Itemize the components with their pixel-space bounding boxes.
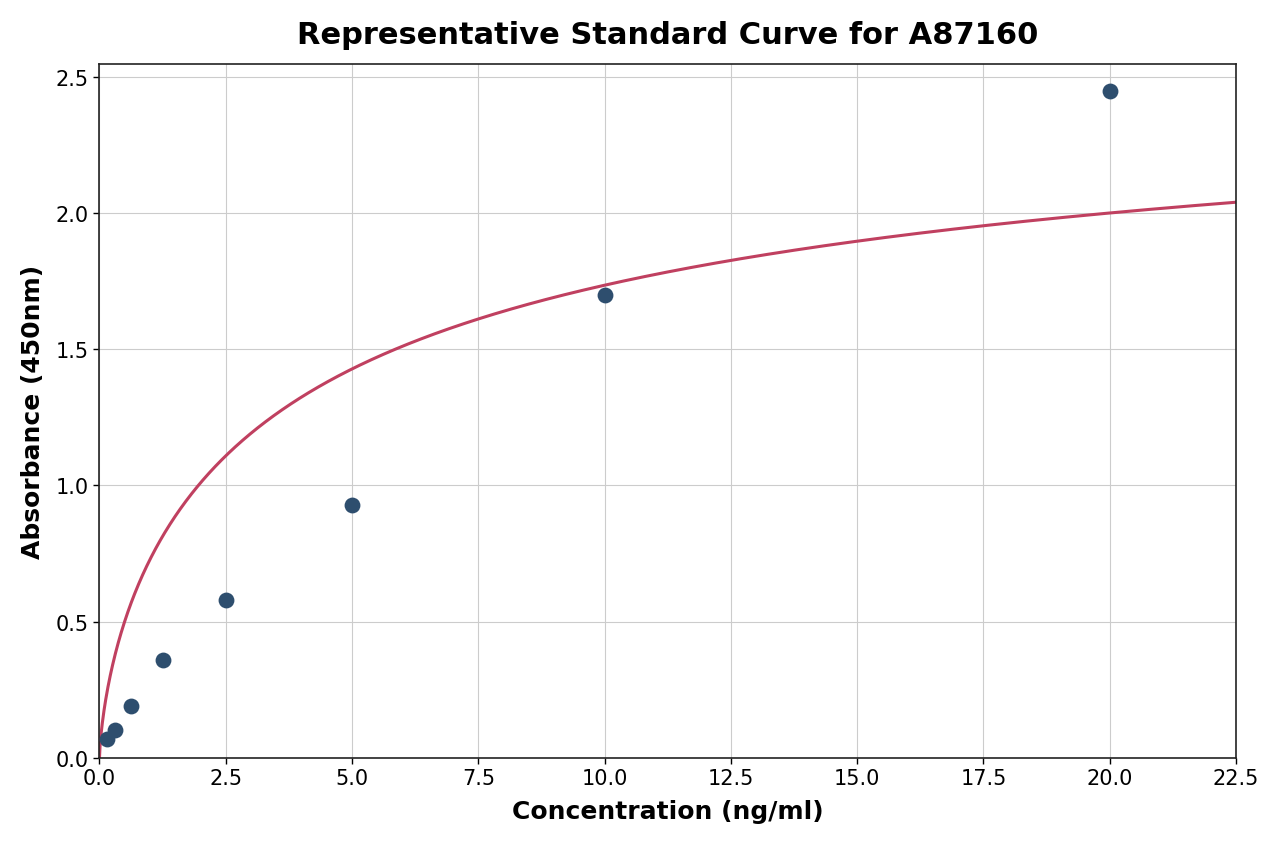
Point — [105, 724, 125, 738]
Point — [215, 593, 236, 607]
Point — [120, 700, 141, 713]
Point — [152, 653, 173, 667]
X-axis label: Concentration (ng/ml): Concentration (ng/ml) — [512, 799, 823, 823]
Point — [594, 289, 614, 302]
Point — [97, 733, 118, 746]
Point — [342, 498, 362, 511]
Title: Representative Standard Curve for A87160: Representative Standard Curve for A87160 — [297, 21, 1038, 50]
Point — [1100, 85, 1120, 99]
Y-axis label: Absorbance (450nm): Absorbance (450nm) — [20, 264, 45, 558]
